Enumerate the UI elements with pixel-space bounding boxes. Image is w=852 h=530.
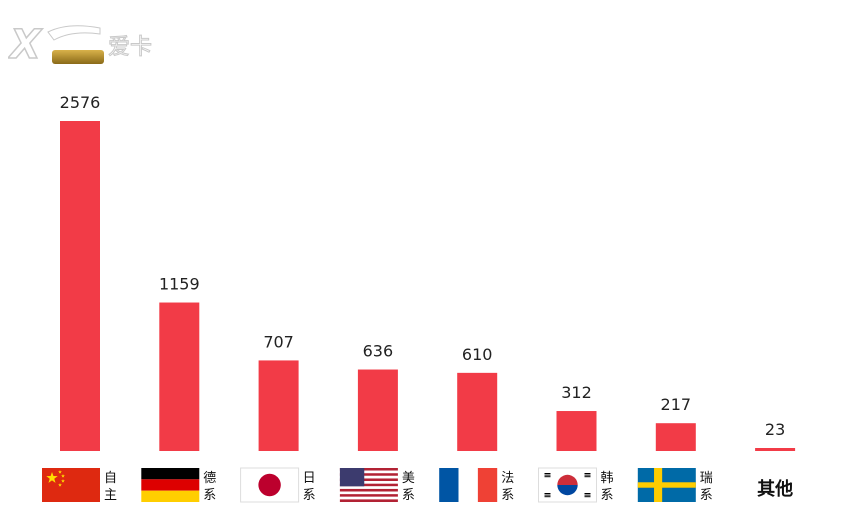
data-label-6: 312 [561, 383, 592, 402]
logo-chinese-text: 爱卡 [108, 35, 152, 60]
usa-flag-icon [339, 468, 398, 502]
tick-label-6: 韩系 [601, 471, 614, 503]
japan-flag-icon [240, 467, 300, 503]
bars-group [60, 121, 796, 451]
tick-label-5: 法系 [501, 471, 514, 503]
logo-gold-plate [52, 50, 104, 64]
china-flag-icon [42, 468, 100, 502]
tick-label-1: 自主 [104, 471, 117, 503]
logo-mark: X [8, 22, 43, 68]
data-label-2: 1159 [159, 275, 200, 294]
bar-8 [755, 448, 796, 451]
tick-label-3: 日系 [303, 471, 316, 503]
bar-7 [655, 423, 696, 451]
tick-label-8: 其他 [757, 478, 793, 500]
bar-5 [457, 372, 498, 451]
tick-label-2: 德系 [203, 471, 216, 503]
data-label-5: 610 [462, 345, 493, 364]
sweden-flag-icon [637, 468, 696, 502]
data-label-3: 707 [263, 332, 294, 351]
data-label-7: 217 [661, 395, 692, 414]
germany-flag-icon [141, 468, 200, 502]
bar-2 [159, 302, 200, 451]
data-label-4: 636 [363, 342, 394, 361]
logo-swoosh [47, 25, 101, 41]
bar-6 [556, 411, 597, 451]
x-axis-group: 自主 德系 日系 美系 法系 韩系 瑞系 其他 [42, 467, 793, 503]
value-labels-group: 2576 1159 707 636 610 312 217 23 [60, 93, 786, 439]
tick-label-7: 瑞系 [700, 471, 713, 503]
data-label-1: 2576 [60, 93, 101, 112]
bar-1 [60, 121, 100, 451]
data-label-8: 23 [765, 420, 785, 439]
xcar-logo: X 爱卡 [8, 21, 153, 69]
france-flag-icon [439, 468, 498, 502]
bar-4 [357, 369, 398, 451]
bar-3 [258, 360, 299, 451]
korea-flag-icon [538, 467, 597, 503]
tick-label-4: 美系 [402, 471, 415, 503]
